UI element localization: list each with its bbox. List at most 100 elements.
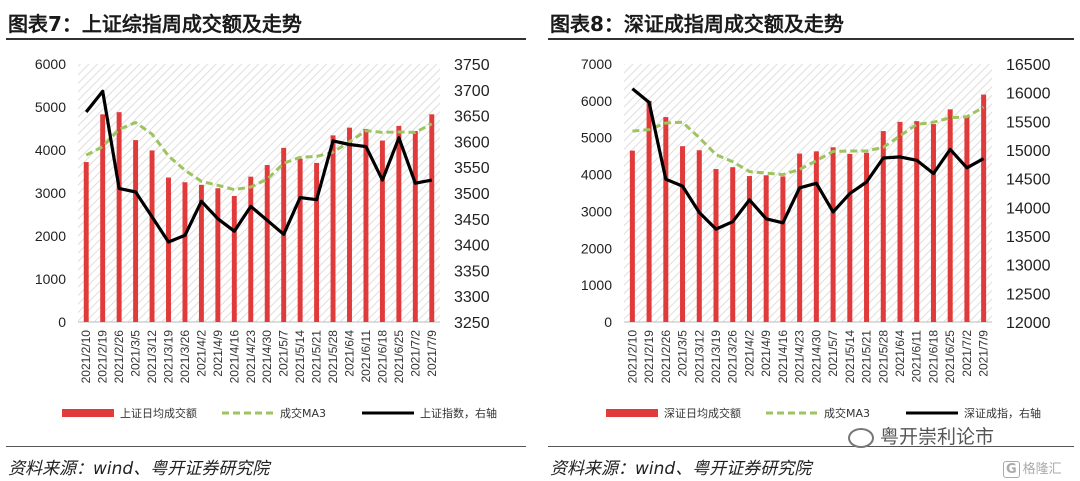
- x-tick-label: 2021/6/4: [343, 330, 357, 377]
- y-tick-left: 3000: [581, 203, 612, 219]
- y-tick-right: 16000: [1006, 86, 1051, 103]
- x-tick-label: 2021/4/30: [260, 330, 274, 384]
- y-tick-right: 3500: [454, 186, 490, 203]
- y-tick-left: 5000: [581, 130, 612, 146]
- y-tick-right: 3450: [454, 212, 490, 229]
- x-tick-label: 2021/3/12: [145, 330, 159, 384]
- bar: [248, 176, 254, 322]
- bar: [897, 121, 903, 322]
- bar: [133, 140, 139, 322]
- x-tick-label: 2021/6/11: [910, 330, 924, 383]
- bar: [182, 182, 188, 322]
- ma3-line: [85, 121, 433, 192]
- bar: [713, 169, 719, 322]
- y-tick-right: 15500: [1006, 114, 1051, 131]
- bar: [149, 150, 155, 322]
- bar: [914, 121, 920, 322]
- x-tick-label: 2021/7/2: [408, 330, 422, 377]
- x-tick-label: 2021/5/7: [826, 330, 840, 377]
- bar: [964, 117, 970, 323]
- bar: [813, 151, 819, 322]
- chart-left: 0 1000 2000 3000 4000 5000 6000 3250 3300 3350 340…: [35, 56, 497, 420]
- bar: [880, 131, 886, 322]
- bar: [347, 127, 352, 322]
- source-note-right: 资料来源：wind、粤开证券研究院: [550, 459, 812, 479]
- x-tick-label: 2021/7/2: [960, 330, 974, 377]
- bar: [330, 135, 336, 322]
- bar: [379, 140, 385, 322]
- y-tick-left: 1000: [581, 277, 612, 293]
- index-line: [631, 87, 985, 231]
- watermark: 粤开崇利论市: [848, 422, 994, 449]
- x-tick-label: 2021/7/9: [425, 330, 439, 377]
- bar: [763, 175, 769, 322]
- legend-label-bar: 上证日均成交额: [120, 406, 197, 420]
- bar: [363, 128, 369, 322]
- y-tick-left: 2000: [35, 228, 66, 244]
- bar: [696, 150, 702, 322]
- bar: [198, 184, 204, 322]
- bar: [166, 177, 171, 322]
- y-tick-right: 3250: [454, 315, 490, 332]
- bar: [83, 162, 89, 322]
- x-tick-label: 2021/2/19: [642, 330, 656, 384]
- y-tick-right: 16500: [1006, 57, 1051, 74]
- y-tick-right: 3350: [454, 263, 490, 280]
- bar: [830, 147, 836, 322]
- x-tick-label: 2021/5/21: [310, 330, 324, 384]
- bar: [116, 112, 122, 322]
- wechat-icon: [848, 427, 874, 448]
- x-tick-label: 2021/5/21: [860, 330, 874, 384]
- bar: [663, 117, 669, 323]
- x-tick-label: 2021/3/5: [129, 330, 143, 377]
- x-tick-label: 2021/4/23: [244, 330, 258, 384]
- x-tick-label: 2021/6/4: [893, 330, 907, 377]
- x-tick-label: 2021/3/19: [162, 330, 176, 384]
- bar: [947, 109, 953, 322]
- bar: [264, 165, 270, 322]
- index-line: [84, 89, 433, 244]
- x-tick-label: 2021/5/28: [326, 330, 340, 384]
- legend-swatch-bar: [62, 409, 114, 417]
- bar: [100, 114, 106, 322]
- watermark-text: 粤开崇利论市: [880, 426, 995, 448]
- x-tick-label: 2021/2/26: [112, 330, 126, 384]
- bar: [680, 146, 686, 322]
- y-tick-right: 13500: [1006, 229, 1051, 246]
- y-tick-right: 3700: [454, 83, 490, 100]
- bar: [429, 114, 435, 322]
- y-tick-left: 2000: [581, 240, 612, 256]
- x-tick-label: 2021/4/9: [759, 330, 773, 377]
- legend-label-index: 上证指数，右轴: [420, 406, 497, 420]
- x-tick-label: 2021/5/7: [277, 330, 291, 377]
- bar: [981, 94, 987, 322]
- y-tick-left: 4000: [35, 142, 66, 158]
- bar: [930, 124, 936, 322]
- bar: [864, 152, 870, 322]
- y-tick-left: 5000: [35, 99, 66, 115]
- y-tick-right: 3550: [454, 160, 490, 177]
- x-tick-label: 2021/3/12: [692, 330, 706, 384]
- y-tick-left: 0: [604, 314, 612, 330]
- chart-right: 0 1000 2000 3000 4000 5000 6000 7000 12000 12500 1…: [581, 56, 1051, 420]
- x-tick-label: 2021/4/16: [227, 330, 241, 384]
- bar: [314, 162, 320, 322]
- x-tick-label: 2021/6/18: [926, 330, 940, 384]
- y-tick-left: 0: [58, 314, 66, 330]
- y-tick-left: 6000: [35, 56, 66, 72]
- x-tick-label: 2021/7/9: [977, 330, 991, 377]
- x-tick-label: 2021/3/5: [676, 330, 690, 377]
- legend-label-ma3: 成交MA3: [824, 406, 870, 420]
- y-tick-left: 7000: [581, 56, 612, 72]
- x-tick-label: 2021/4/23: [793, 330, 807, 384]
- x-tick-label: 2021/6/25: [943, 330, 957, 384]
- x-tick-label: 2021/5/14: [293, 330, 307, 384]
- corner-logo: G 格隆汇: [1003, 458, 1062, 478]
- chart-title-right: 图表8：深证成指周成交额及走势: [550, 12, 844, 36]
- bar: [797, 153, 803, 322]
- y-tick-right: 3300: [454, 289, 490, 306]
- x-tick-label: 2021/4/2: [742, 330, 756, 377]
- y-tick-right: 3600: [454, 134, 490, 151]
- x-tick-label: 2021/5/14: [843, 330, 857, 384]
- y-tick-right: 13000: [1006, 258, 1051, 275]
